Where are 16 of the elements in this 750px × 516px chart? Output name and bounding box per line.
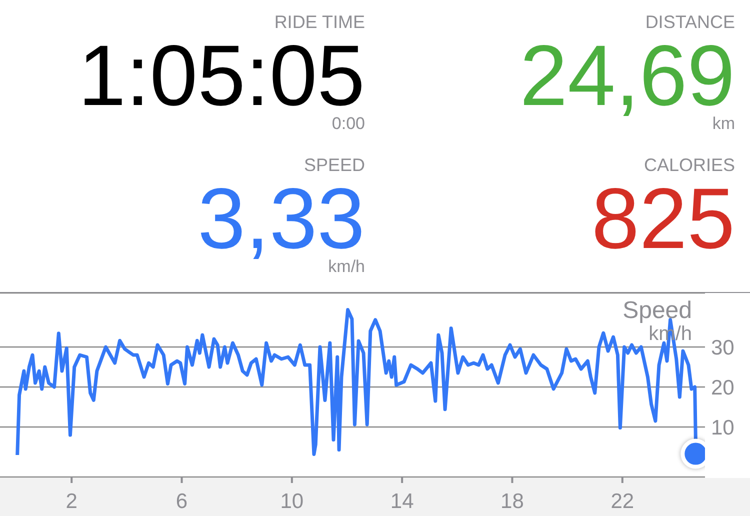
x-tick-label: 2	[66, 490, 78, 513]
x-tick-label: 10	[280, 490, 304, 513]
x-tick-label: 22	[610, 490, 634, 513]
text: 0:00	[332, 114, 365, 134]
y-tick-label: 20	[711, 376, 734, 400]
chart-title: Speed	[622, 297, 692, 325]
text: km/h	[328, 257, 365, 277]
category-label: RIDE TIME	[274, 12, 365, 33]
category-label: DISTANCE	[645, 12, 735, 33]
category-label: SPEED	[304, 155, 365, 176]
y-tick-label: 10	[711, 416, 734, 440]
x-tick-label: 18	[500, 490, 524, 513]
x-tick-label: 14	[390, 490, 414, 513]
text: km	[712, 114, 735, 134]
y-tick-label: 30	[711, 336, 734, 360]
x-tick-label: 6	[176, 490, 188, 513]
